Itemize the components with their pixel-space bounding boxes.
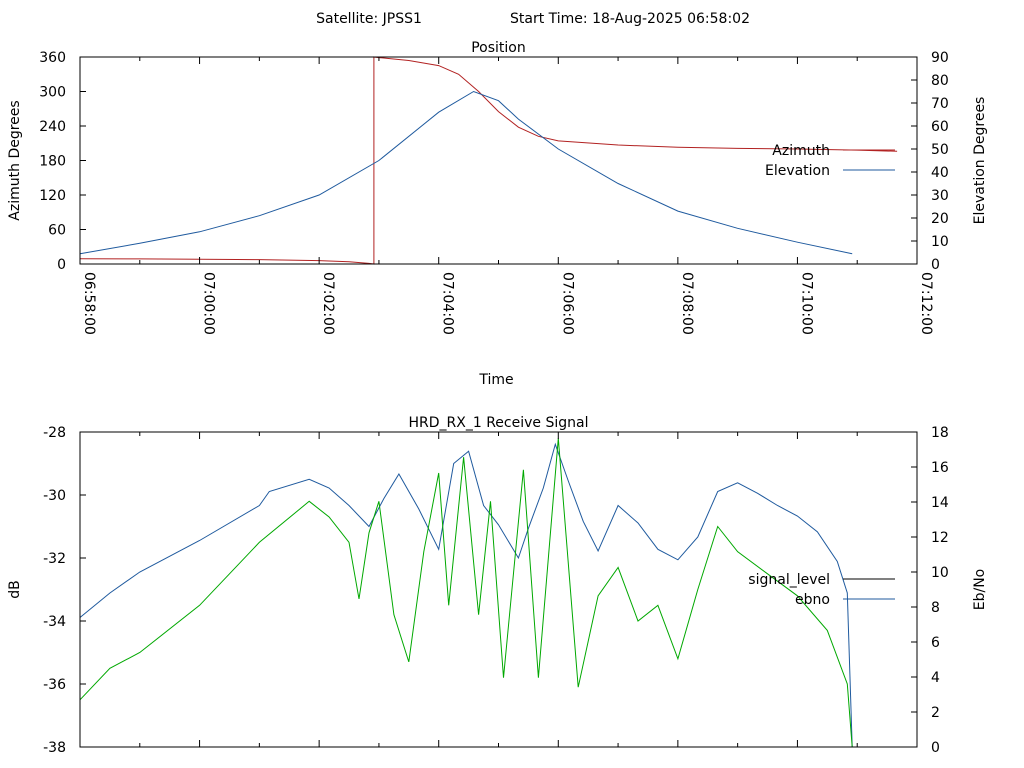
x-tick-label: 07:10:00 bbox=[798, 272, 814, 335]
x-axis-label: Time bbox=[478, 372, 513, 388]
x-tick-label: 07:08:00 bbox=[679, 272, 695, 335]
y-tick-label: 120 bbox=[39, 188, 66, 204]
y-tick-label: 60 bbox=[48, 223, 66, 239]
series-line-elevation bbox=[79, 90, 853, 255]
chart-title: Position bbox=[471, 40, 526, 56]
y2-tick-label: 10 bbox=[931, 565, 949, 581]
x-tick-label: 06:58:00 bbox=[81, 272, 97, 335]
y2-tick-label: 20 bbox=[931, 211, 949, 227]
y-tick-label: 0 bbox=[57, 257, 66, 273]
y2-tick-label: 8 bbox=[931, 600, 940, 616]
y-tick-label: 240 bbox=[39, 119, 66, 135]
receive-signal-plot: HRD_RX_1 Receive Signal -38 -36 -34 -32 -30 -2… bbox=[7, 415, 988, 756]
x-tick-label: 07:06:00 bbox=[559, 272, 575, 335]
y2-tick-label: 14 bbox=[931, 495, 949, 511]
y2-tick-label: 60 bbox=[931, 119, 949, 135]
y-tick-label: 360 bbox=[39, 50, 66, 66]
legend-label-elevation: Elevation bbox=[765, 163, 830, 179]
y-tick-label: 180 bbox=[39, 154, 66, 170]
y2-axis-label: Elevation Degrees bbox=[972, 97, 988, 225]
y2-tick-label: 30 bbox=[931, 188, 949, 204]
y-axis-label: dB bbox=[7, 580, 23, 599]
y2-tick-label: 0 bbox=[931, 257, 940, 273]
x-tick-label: 07:02:00 bbox=[320, 272, 336, 335]
y2-tick-label: 10 bbox=[931, 234, 949, 250]
y-tick-label: -34 bbox=[43, 614, 66, 630]
y-tick-label: -32 bbox=[43, 551, 66, 567]
x-tick-label: 07:04:00 bbox=[440, 272, 456, 335]
y2-tick-label: 2 bbox=[931, 705, 940, 721]
y2-tick-label: 40 bbox=[931, 165, 949, 181]
y2-tick-label: 70 bbox=[931, 96, 949, 112]
y2-tick-label: 50 bbox=[931, 142, 949, 158]
plot-frame bbox=[79, 56, 918, 265]
legend-label-azimuth: Azimuth bbox=[772, 143, 830, 159]
y-tick-label: -28 bbox=[43, 425, 66, 441]
y2-tick-label: 16 bbox=[931, 460, 949, 476]
y2-tick-label: 0 bbox=[931, 740, 940, 756]
y-axis-label: Azimuth Degrees bbox=[7, 100, 23, 220]
legend-label-ebno: ebno bbox=[795, 592, 830, 608]
x-tick-label: 07:00:00 bbox=[201, 272, 217, 335]
x-tick-label: 07:12:00 bbox=[918, 272, 934, 335]
chart-title: HRD_RX_1 Receive Signal bbox=[409, 415, 589, 431]
y2-tick-label: 80 bbox=[931, 73, 949, 89]
header-satellite: Satellite: JPSS1 bbox=[316, 11, 422, 27]
series-line-azimuth bbox=[79, 56, 898, 265]
series-line-signal-level-green-trace bbox=[79, 438, 853, 748]
y2-tick-label: 6 bbox=[931, 635, 940, 651]
legend-label-signal-level: signal_level bbox=[748, 572, 830, 588]
y2-axis-label: Eb/No bbox=[972, 569, 988, 611]
y2-tick-label: 90 bbox=[931, 50, 949, 66]
y-tick-label: 300 bbox=[39, 85, 66, 101]
position-plot: Position 06:58:00 07:00:00 07:02:00 07:04:00… bbox=[7, 40, 988, 388]
plot-frame bbox=[79, 431, 918, 748]
y-tick-label: -38 bbox=[43, 740, 66, 756]
y2-tick-label: 18 bbox=[931, 425, 949, 441]
y2-tick-label: 4 bbox=[931, 670, 940, 686]
series-line-ebno bbox=[79, 442, 853, 748]
y2-tick-label: 12 bbox=[931, 530, 949, 546]
y-tick-label: -30 bbox=[43, 488, 66, 504]
y-tick-label: -36 bbox=[43, 677, 66, 693]
header-start-time: Start Time: 18-Aug-2025 06:58:02 bbox=[510, 11, 750, 27]
